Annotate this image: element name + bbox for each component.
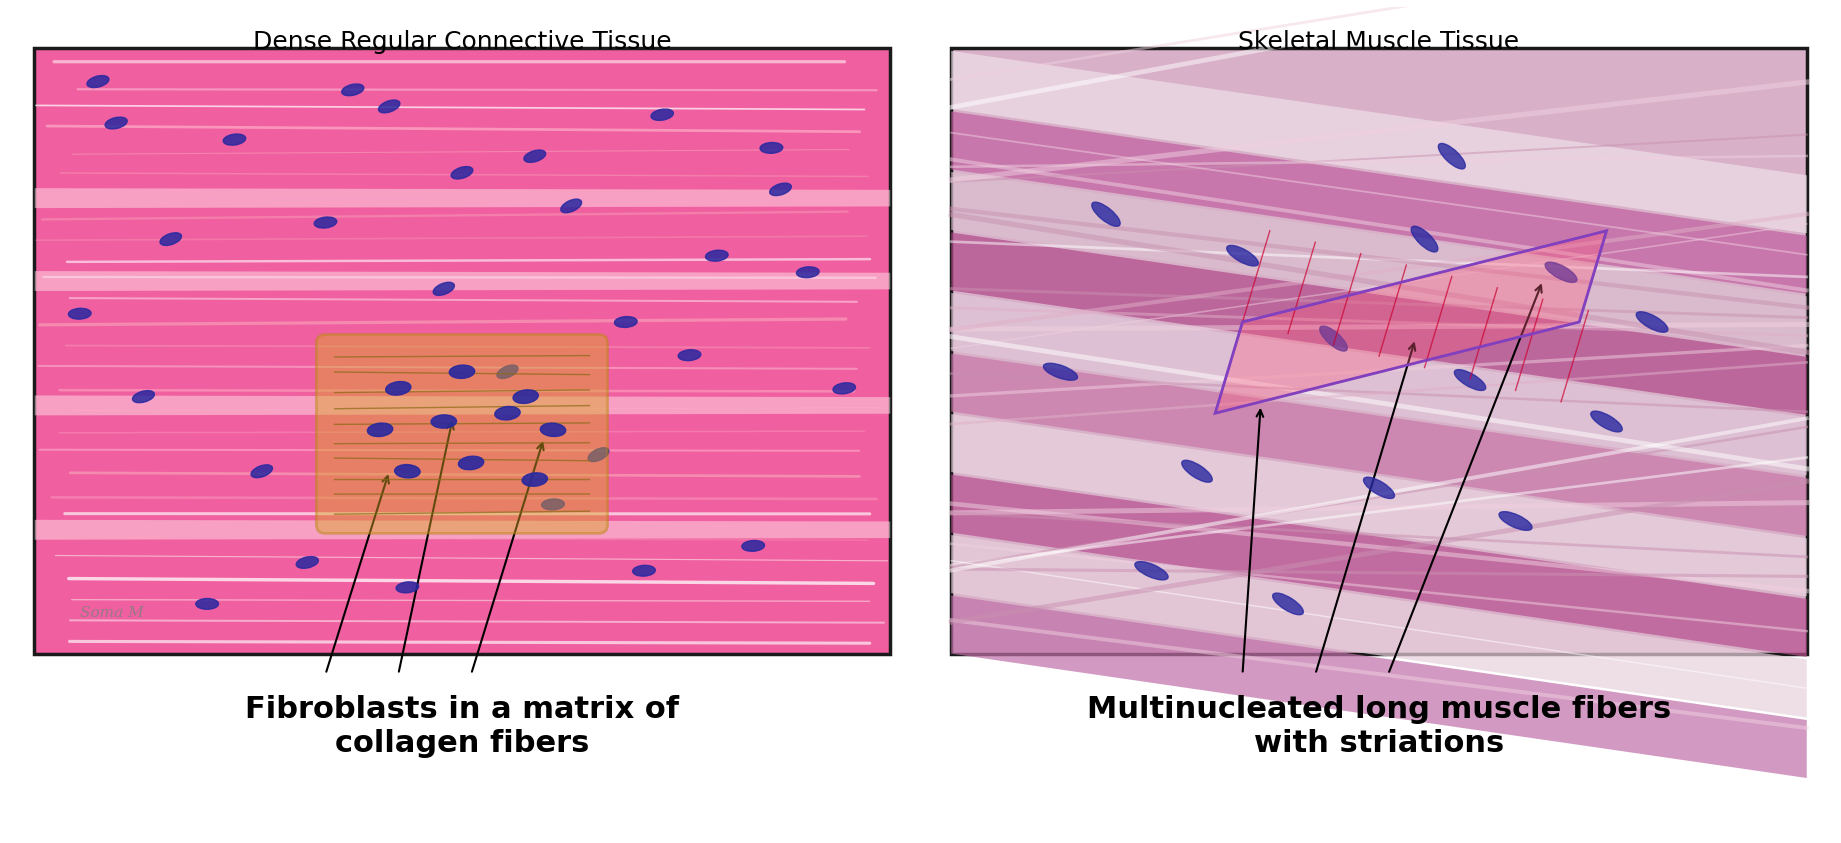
Ellipse shape (315, 217, 337, 228)
Ellipse shape (1226, 245, 1257, 266)
Ellipse shape (615, 317, 637, 327)
Ellipse shape (541, 499, 565, 510)
Ellipse shape (433, 282, 455, 295)
Ellipse shape (68, 309, 90, 319)
Ellipse shape (1591, 411, 1622, 432)
Ellipse shape (160, 233, 182, 245)
Ellipse shape (396, 582, 418, 593)
Ellipse shape (1438, 143, 1465, 169)
Ellipse shape (523, 473, 547, 486)
Ellipse shape (760, 142, 782, 153)
Ellipse shape (133, 390, 155, 403)
Ellipse shape (394, 464, 420, 478)
Text: Dense Regular Connective Tissue: Dense Regular Connective Tissue (252, 30, 672, 54)
Ellipse shape (652, 109, 674, 121)
Text: Multinucleated long muscle fibers
with striations: Multinucleated long muscle fibers with s… (1086, 695, 1672, 758)
Ellipse shape (562, 199, 582, 212)
Ellipse shape (832, 383, 856, 394)
FancyBboxPatch shape (35, 48, 889, 653)
Text: Fibroblasts in a matrix of
collagen fibers: Fibroblasts in a matrix of collagen fibe… (245, 695, 679, 758)
Ellipse shape (1637, 312, 1668, 332)
Ellipse shape (1092, 202, 1119, 226)
Ellipse shape (379, 100, 399, 113)
Text: Skeletal Muscle Tissue: Skeletal Muscle Tissue (1239, 30, 1519, 54)
Ellipse shape (458, 456, 484, 470)
Ellipse shape (497, 365, 517, 379)
Ellipse shape (449, 365, 475, 379)
Ellipse shape (1454, 369, 1486, 390)
Ellipse shape (677, 350, 701, 361)
Ellipse shape (1044, 363, 1077, 380)
Polygon shape (952, 596, 1806, 778)
Ellipse shape (1320, 326, 1348, 351)
Ellipse shape (525, 150, 545, 163)
Ellipse shape (368, 423, 392, 437)
Ellipse shape (514, 389, 538, 404)
Ellipse shape (431, 415, 457, 428)
Ellipse shape (633, 566, 655, 576)
Polygon shape (952, 293, 1806, 475)
Ellipse shape (223, 134, 245, 145)
Ellipse shape (385, 382, 411, 395)
Polygon shape (952, 111, 1806, 294)
Ellipse shape (195, 599, 219, 609)
Ellipse shape (296, 556, 318, 568)
FancyBboxPatch shape (317, 335, 608, 534)
Ellipse shape (770, 183, 792, 196)
Ellipse shape (1134, 561, 1169, 580)
Ellipse shape (342, 84, 365, 96)
Polygon shape (952, 475, 1806, 657)
Polygon shape (952, 172, 1806, 354)
Ellipse shape (587, 448, 609, 462)
Ellipse shape (705, 250, 729, 261)
Ellipse shape (1545, 262, 1578, 282)
Polygon shape (1215, 231, 1607, 413)
Ellipse shape (495, 406, 521, 420)
Ellipse shape (1272, 593, 1303, 615)
Ellipse shape (250, 464, 272, 478)
Polygon shape (952, 353, 1806, 536)
Polygon shape (952, 51, 1806, 234)
Polygon shape (952, 535, 1806, 717)
Ellipse shape (797, 266, 819, 277)
Ellipse shape (742, 540, 764, 551)
Ellipse shape (1364, 477, 1394, 498)
Ellipse shape (1182, 460, 1211, 482)
Polygon shape (952, 233, 1806, 415)
Ellipse shape (87, 76, 109, 88)
Ellipse shape (105, 117, 127, 129)
Ellipse shape (451, 167, 473, 179)
Polygon shape (952, 414, 1806, 597)
Text: Soma M: Soma M (79, 606, 144, 620)
Ellipse shape (1499, 512, 1532, 530)
FancyBboxPatch shape (952, 48, 1806, 653)
Ellipse shape (1412, 226, 1438, 252)
Ellipse shape (539, 423, 565, 437)
